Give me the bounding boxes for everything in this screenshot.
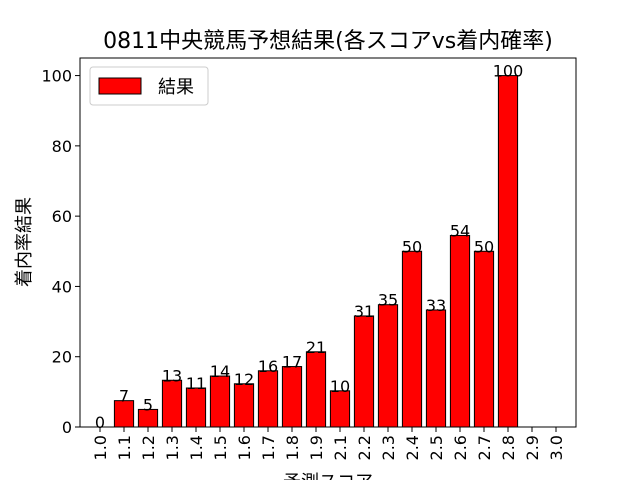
x-tick-label-1.5: 1.5 <box>211 435 230 460</box>
x-tick-label-1.1: 1.1 <box>115 435 134 460</box>
y-tick-label-100: 100 <box>41 67 72 86</box>
data-label-1.1: 7 <box>119 387 129 406</box>
x-tick-label-1.4: 1.4 <box>187 435 206 460</box>
bar-2.6 <box>449 234 471 428</box>
x-tick-label-1.6: 1.6 <box>235 435 254 460</box>
x-tick-label-2.8: 2.8 <box>499 435 518 460</box>
bar-2.1 <box>329 390 351 428</box>
y-tick-label-20: 20 <box>52 348 72 367</box>
data-label-1.5: 14 <box>210 362 230 381</box>
x-tick-label-2.4: 2.4 <box>403 435 422 460</box>
bar-1.9 <box>305 351 327 428</box>
x-tick-label-2.5: 2.5 <box>427 435 446 460</box>
data-label-1.6: 12 <box>234 370 254 389</box>
x-tick-label-1.3: 1.3 <box>163 435 182 460</box>
y-tick-label-80: 80 <box>52 137 72 156</box>
legend-box <box>89 66 209 106</box>
bar-1.7 <box>257 370 279 428</box>
data-label-1.7: 16 <box>258 357 278 376</box>
data-label-2.1: 10 <box>330 377 350 396</box>
x-axis-label: 予測スコア <box>283 472 373 480</box>
x-tick-label-2.3: 2.3 <box>379 435 398 460</box>
data-label-2.8: 100 <box>493 62 524 81</box>
x-tick-label-1.2: 1.2 <box>139 435 158 460</box>
x-tick-label-3.0: 3.0 <box>547 435 566 460</box>
x-tick-label-2.7: 2.7 <box>475 435 494 460</box>
x-tick-label-2.2: 2.2 <box>355 435 374 460</box>
legend: 結果 <box>89 66 209 106</box>
y-axis-label: 着内率結果 <box>14 197 35 287</box>
x-tick-label-1.8: 1.8 <box>283 435 302 460</box>
legend-swatch <box>98 77 142 95</box>
x-tick-label-1.0: 1.0 <box>91 435 110 460</box>
legend-label: 結果 <box>158 77 194 98</box>
bar-1.5 <box>209 375 231 428</box>
y-axis-ticks: 0 20 40 60 80 100 <box>41 67 80 437</box>
x-tick-label-2.1: 2.1 <box>331 435 350 460</box>
chart-title: 0811中央競馬予想結果(各スコアvs着内確率) <box>103 29 553 54</box>
bar-2.8 <box>497 75 519 428</box>
data-label-2.4: 50 <box>402 237 422 256</box>
data-label-1.9: 21 <box>306 338 326 357</box>
data-label-1.4: 11 <box>186 374 206 393</box>
data-label-1.8: 17 <box>282 353 302 372</box>
bar-2.7 <box>473 250 495 428</box>
bar-2.4 <box>401 250 423 428</box>
bar-1.3 <box>161 379 183 428</box>
data-label-1.3: 13 <box>162 366 182 385</box>
y-tick-label-60: 60 <box>52 207 72 226</box>
bar-1.8 <box>281 366 303 428</box>
x-tick-label-1.7: 1.7 <box>259 435 278 460</box>
x-tick-label-2.9: 2.9 <box>523 435 542 460</box>
data-label-2.6: 54 <box>450 221 470 240</box>
y-tick-label-40: 40 <box>52 277 72 296</box>
x-axis-ticks: 1.0 1.1 1.2 1.3 1.4 1.5 1.6 1.7 1.8 1.9 2.1 2.2 2.3 2… <box>91 427 566 460</box>
bar-1.6 <box>233 383 255 428</box>
data-label-2.5: 33 <box>426 296 446 315</box>
data-label-2.2: 31 <box>354 302 374 321</box>
plot-frame <box>79 57 577 428</box>
y-tick-label-0: 0 <box>62 418 72 437</box>
data-label-1.0: 0 <box>95 413 105 432</box>
x-tick-label-2.6: 2.6 <box>451 435 470 460</box>
bar-2.5 <box>425 309 447 428</box>
bar-1.4 <box>185 387 207 428</box>
x-tick-label-1.9: 1.9 <box>307 435 326 460</box>
data-label-1.2: 5 <box>143 395 153 414</box>
bar-2.3 <box>377 304 399 428</box>
data-label-2.7: 50 <box>474 237 494 256</box>
bar-2.2 <box>353 315 375 428</box>
data-label-2.3: 35 <box>378 291 398 310</box>
